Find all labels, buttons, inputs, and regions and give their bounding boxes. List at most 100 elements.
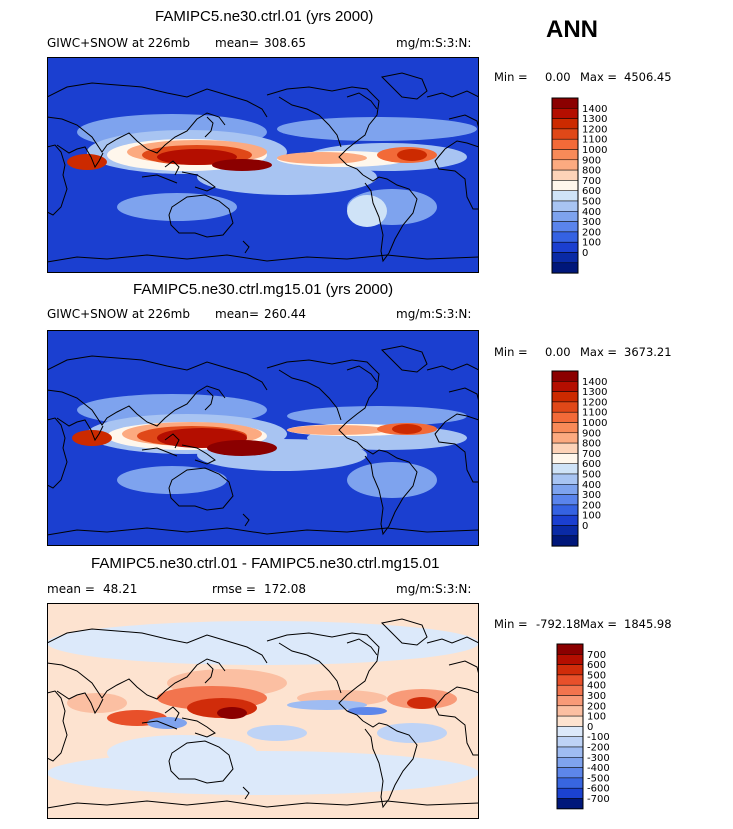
colorbar-swatch (556, 746, 584, 758)
panel1-mean-value: 308.65 (264, 36, 306, 50)
colorbar-swatch (551, 391, 579, 403)
colorbar-tick-label: 700 (582, 449, 601, 460)
coastline (242, 513, 250, 527)
coastline (266, 632, 380, 722)
coastline (278, 96, 342, 148)
coastline (426, 636, 479, 644)
coastline (278, 369, 342, 421)
colorbar-swatch (556, 787, 584, 799)
coastline (47, 800, 479, 809)
panel3-rmse-label: rmse = (212, 582, 256, 596)
field-contour (347, 462, 437, 498)
colorbar-tick-label: 600 (582, 186, 601, 197)
colorbar-swatch (551, 504, 579, 516)
colorbar-swatch (556, 695, 584, 707)
colorbar-swatch (551, 231, 579, 243)
panel1-units: mg/m:S:3:N: (396, 36, 472, 50)
colorbar-swatch (551, 128, 579, 140)
field-contour (347, 707, 387, 715)
coastline (56, 690, 104, 715)
coastline (380, 345, 428, 373)
panel1-max-value: 4506.45 (624, 70, 672, 84)
coastline (141, 447, 178, 457)
colorbar-tick-label: 100 (582, 238, 601, 249)
field-contour (217, 707, 247, 719)
colorbar-tick-label: 700 (582, 176, 601, 187)
field-contour (212, 159, 272, 171)
colorbar-swatch (556, 643, 584, 655)
colorbar-swatch (556, 798, 584, 810)
colorbar-swatch (551, 422, 579, 434)
panel3-min-value: -792.18 (536, 617, 581, 631)
colorbar-tick-label: 1300 (582, 114, 607, 125)
coastline (204, 662, 214, 684)
colorbar-swatch (551, 370, 579, 382)
coastline (168, 740, 234, 784)
coastline (47, 112, 226, 154)
colorbar-tick-label: 0 (582, 521, 588, 532)
colorbar-swatch (551, 411, 579, 423)
coastline (141, 174, 178, 184)
colorbar-tick-label: 900 (582, 155, 601, 166)
panel2-map (47, 330, 479, 546)
colorbar-tick-label: 500 (582, 470, 601, 481)
panel1-mean-label: mean= (215, 36, 260, 50)
field-contour (277, 117, 477, 141)
field-contour (347, 195, 387, 227)
panel2-units: mg/m:S:3:N: (396, 307, 472, 321)
coastline (47, 385, 226, 427)
colorbar-swatch (551, 200, 579, 212)
field-contour (247, 725, 307, 741)
coastline (181, 717, 216, 738)
colorbar-tick-label: 200 (582, 500, 601, 511)
coastline (168, 194, 234, 238)
panel3-mean-value: 48.21 (103, 582, 138, 596)
coastline (266, 86, 380, 176)
colorbar-swatch (556, 664, 584, 676)
map-frame (47, 330, 479, 546)
coastline (380, 72, 428, 100)
colorbar-swatch (556, 736, 584, 748)
colorbar-tick-label: 400 (587, 681, 606, 692)
coastline (164, 706, 180, 722)
coastline (47, 527, 479, 536)
colorbar-tick-label: 0 (582, 248, 588, 259)
colorbar-swatch (551, 535, 579, 547)
colorbar-tick-label: 0 (587, 722, 593, 733)
colorbar-tick-label: 300 (587, 691, 606, 702)
field-contour (72, 430, 112, 446)
panel3-max-label: Max = (580, 617, 618, 631)
field-contour (377, 723, 447, 743)
panel2-colorbar: 1400130012001100100090080070060050040030… (551, 370, 607, 547)
season-label: ANN (546, 16, 598, 43)
colorbar-tick-label: 500 (587, 670, 606, 681)
panel1-max-label: Max = (580, 70, 618, 84)
panel2-title: FAMIPC5.ne30.ctrl.mg15.01 (yrs 2000) (133, 281, 394, 298)
coastline (346, 638, 378, 656)
colorbar-swatch (551, 453, 579, 464)
panel1-title: FAMIPC5.ne30.ctrl.01 (yrs 2000) (155, 8, 374, 25)
colorbar-tick-label: 1000 (582, 418, 607, 429)
coastline (346, 365, 378, 383)
colorbar-tick-label: 300 (582, 217, 601, 228)
colorbar-swatch (551, 381, 579, 392)
panel3-min-label: Min = (494, 617, 528, 631)
colorbar-swatch (556, 777, 584, 789)
coastline (181, 444, 216, 465)
colorbar-swatch (551, 514, 579, 526)
colorbar-swatch (551, 494, 579, 506)
coastline (47, 355, 268, 391)
coastline (346, 92, 378, 110)
colorbar-swatch (556, 757, 584, 768)
colorbar-swatch (551, 525, 579, 537)
panel2-max-value: 3673.21 (624, 345, 672, 359)
colorbar-swatch (551, 484, 579, 495)
coastline (362, 447, 418, 536)
colorbar-tick-label: 200 (582, 227, 601, 238)
colorbar-tick-label: -500 (587, 773, 610, 784)
colorbar-swatch (556, 715, 584, 727)
colorbar-swatch (551, 252, 579, 264)
colorbar-tick-label: 1400 (582, 377, 607, 388)
colorbar-swatch (551, 149, 579, 161)
colorbar-swatch (551, 432, 579, 444)
